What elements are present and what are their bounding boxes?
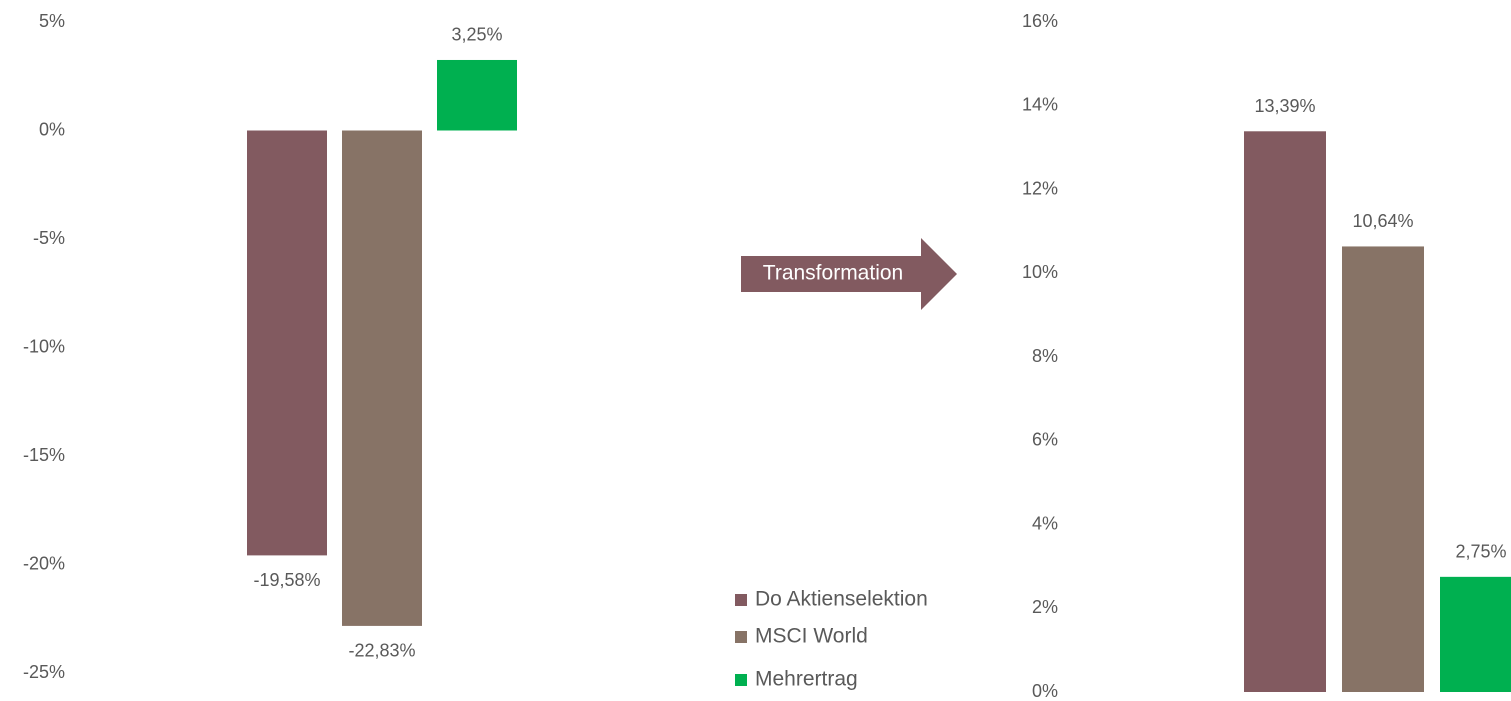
annotation: Transformation [763,262,903,285]
y-tick-label: -25% [23,662,65,682]
value-label: -22,83% [348,641,415,661]
y-tick-label: 6% [1032,430,1058,450]
y-tick-label: -20% [23,553,65,573]
legend-swatch [735,594,747,606]
legend-label: Do Aktienselektion [755,588,928,611]
y-tick-label: -15% [23,445,65,465]
value-label: 2,75% [1455,542,1506,562]
y-tick-label: 10% [1022,262,1058,282]
legend-swatch [735,674,747,686]
legend-swatch [735,631,747,643]
y-tick-label: 4% [1032,513,1058,533]
y-tick-label: -10% [23,336,65,356]
bar [1440,576,1511,692]
y-tick-label: 5% [39,11,65,31]
transformation-arrow [741,238,957,310]
bar [342,130,422,626]
bar [1342,246,1424,692]
value-label: 10,64% [1352,211,1413,231]
y-tick-label: 2% [1032,597,1058,617]
y-tick-label: 16% [1022,11,1058,31]
y-tick-label: 12% [1022,178,1058,198]
y-tick-label: -5% [33,228,65,248]
y-tick-label: 14% [1022,95,1058,115]
bar [247,130,327,556]
bar [1244,131,1326,692]
y-tick-label: 0% [1032,681,1058,701]
value-label: -19,58% [253,570,320,590]
legend-label: Mehrertrag [755,668,858,691]
value-label: 3,25% [451,25,502,45]
value-label: 13,39% [1254,96,1315,116]
bar [437,59,517,131]
legend-label: MSCI World [755,625,868,648]
y-tick-label: 8% [1032,346,1058,366]
y-tick-label: 0% [39,119,65,139]
